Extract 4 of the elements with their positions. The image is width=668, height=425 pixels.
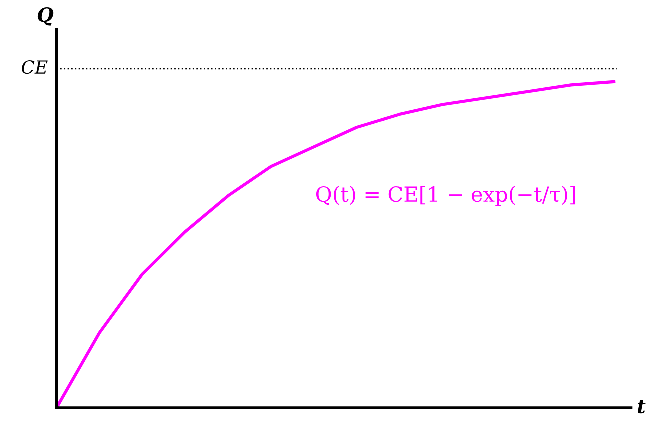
ref-line-label: CE [22,60,48,74]
annotation: Q(t) = CE[1 − exp(−t/τ)] [316,186,576,206]
y-axis-title: Q [38,7,54,26]
x-axis-title: t [638,400,646,414]
